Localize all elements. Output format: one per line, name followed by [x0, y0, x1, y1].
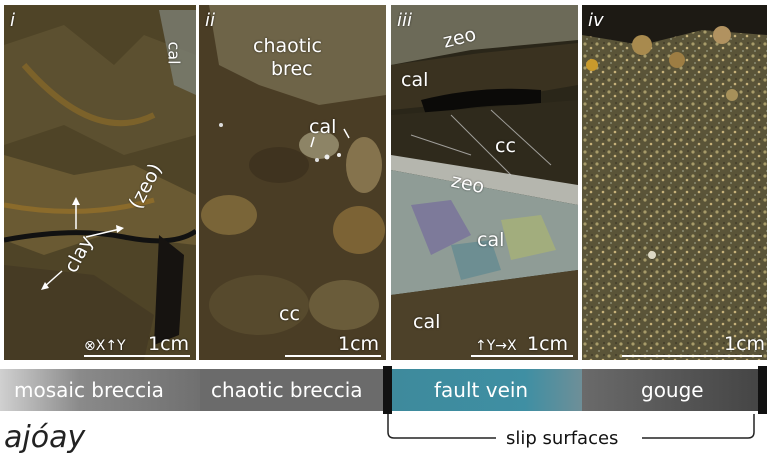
panel-iii: iii zeo cal cc zeo cal cal ↑Y→X 1cm	[391, 5, 578, 360]
slip-surfaces-label: slip surfaces	[506, 428, 619, 449]
mineral-label-cal: cal	[309, 116, 337, 138]
clay-arrows	[41, 197, 124, 290]
mineral-label-cc: cc	[495, 135, 516, 157]
panel-numeral: iv	[588, 10, 604, 31]
scale-label: 1cm	[148, 333, 190, 355]
mineral-label-cal-top: cal	[401, 69, 429, 91]
slip-surface-left-marker	[383, 366, 392, 414]
mineral-label-cal-bottom: cal	[413, 311, 441, 333]
footer-cropped-text: ajóay	[4, 420, 86, 455]
zone-label-chaotic: chaotic breccia	[211, 378, 363, 402]
panel-i: i cal (zeo) clay ⊗X↑Y 1cm	[4, 5, 196, 360]
panel-ii: ii chaotic brec cal cc 1cm	[199, 5, 386, 360]
scale-bar	[471, 355, 573, 357]
zone-bar-mosaic	[0, 369, 200, 411]
orientation-indicator: ⊗X↑Y	[84, 338, 126, 354]
panel-numeral: i	[10, 10, 16, 31]
slip-surface-right-marker	[758, 366, 767, 414]
scale-label: 1cm	[338, 333, 380, 355]
mineral-label-cal-mid: cal	[477, 229, 505, 251]
panel-numeral: ii	[205, 10, 216, 31]
zone-bar-chaotic	[200, 369, 384, 411]
micrograph-mosaic-breccia	[4, 5, 196, 360]
scale-label: 1cm	[527, 333, 569, 355]
mineral-label-cc: cc	[279, 303, 300, 325]
scale-label: 1cm	[724, 333, 766, 355]
micrograph-chaotic-breccia	[199, 5, 386, 360]
zone-bar-gouge	[582, 369, 759, 411]
zone-label-gouge: gouge	[641, 378, 704, 402]
panel-numeral: iii	[397, 10, 413, 31]
micrograph-gouge	[582, 5, 767, 360]
zone-label-mosaic: mosaic breccia	[14, 378, 164, 402]
orientation-indicator: ↑Y→X	[475, 338, 517, 354]
zone-bar-fault-vein	[392, 369, 582, 411]
panel-iv: iv 1cm	[582, 5, 767, 360]
cal-arrows	[310, 128, 350, 148]
scale-bar	[285, 355, 381, 357]
micrograph-fault-vein	[391, 5, 578, 360]
zone-label-fault-vein: fault vein	[434, 378, 529, 402]
scale-bar	[622, 355, 762, 357]
label-brec: brec	[271, 58, 313, 80]
slip-surfaces-bracket	[387, 414, 755, 439]
scale-bar	[84, 355, 190, 357]
label-chaotic: chaotic	[253, 35, 322, 57]
